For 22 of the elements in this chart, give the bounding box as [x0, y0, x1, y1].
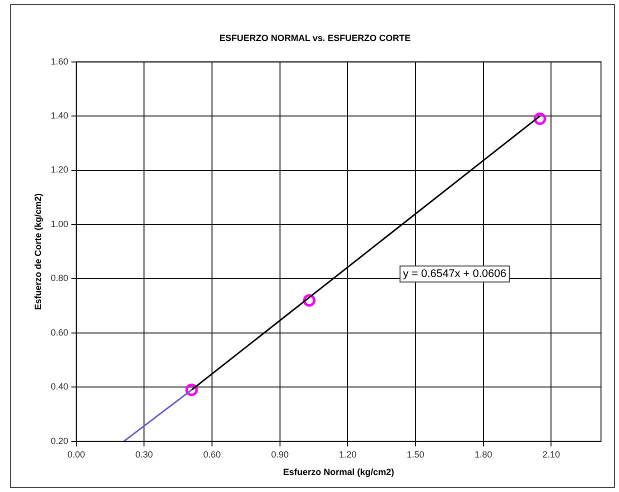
y-tick-label: 0.20	[50, 436, 68, 446]
y-tick-label: 1.00	[50, 218, 68, 229]
x-tick-label: 0.30	[135, 449, 153, 460]
y-tick-label: 0.40	[50, 382, 68, 392]
x-tick-label: 2.10	[542, 449, 560, 460]
y-tick-label: 1.40	[50, 110, 68, 121]
x-tick-label: 0.90	[271, 449, 289, 460]
annotation: y = 0.6547x + 0.0606	[403, 268, 506, 280]
point	[185, 384, 198, 396]
y-tick-label: 0.80	[50, 273, 68, 284]
y-tick-label: 1.60	[50, 56, 68, 66]
x-tick-label: 1.50	[406, 449, 424, 460]
x-tick-label: 0.60	[203, 449, 221, 460]
chart-title: ESFUERZO NORMAL vs. ESFUERZO CORTE	[219, 32, 411, 43]
y-tick-label: 1.20	[50, 164, 68, 175]
point	[534, 112, 546, 125]
x-tick-label: 0.00	[68, 449, 86, 460]
x-tick-label: 1.20	[338, 449, 356, 460]
x-axis-title: Esfuerzo Normal (kg/cm2)	[283, 467, 394, 478]
x-tick-label: 1.80	[474, 449, 492, 460]
y-tick-label: 0.60	[50, 327, 68, 338]
y-axis-title: Esfuerzo de Corte (kg/cm2)	[32, 193, 43, 310]
